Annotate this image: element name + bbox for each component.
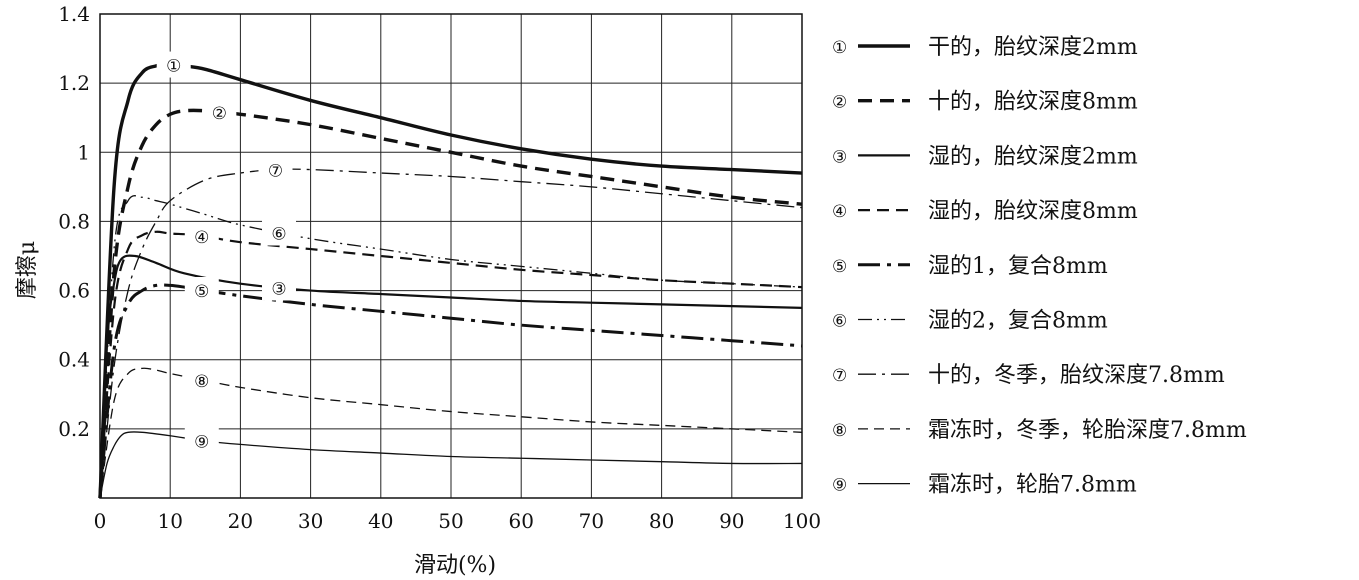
- curve-marker-label: ⑧: [194, 372, 209, 392]
- curve-marker-label: ④: [194, 228, 209, 248]
- legend-entry-label: 十的，冬季，胎纹深度7.8mm: [928, 363, 1225, 388]
- curve-marker-bg: [184, 427, 219, 454]
- curve-marker-bg: [262, 274, 297, 301]
- series-line-4: [98, 230, 803, 499]
- curve-marker-bg: [184, 366, 219, 393]
- y-axis-label: 摩擦μ: [15, 241, 40, 299]
- curve-marker-label: ①: [166, 57, 181, 77]
- x-tick-label: 30: [298, 509, 323, 533]
- y-axis-ticks: 0.2 0.4 0.6 0.8 1 1.2 1.4: [58, 2, 90, 441]
- legend-entry-label: 霜冻时，冬季，轮胎深度7.8mm: [928, 418, 1247, 443]
- y-tick-label: 0.2: [58, 417, 90, 441]
- legend-marker: ⑧: [832, 421, 847, 441]
- x-tick-label: 40: [368, 509, 393, 533]
- curve-marker-label: ⑦: [268, 162, 283, 182]
- legend-marker: ①: [832, 38, 847, 58]
- curve-marker-bg: [202, 99, 237, 126]
- x-tick-label: 10: [157, 509, 182, 533]
- curve-marker-label: ⑤: [194, 282, 209, 302]
- series-line-2: [98, 108, 803, 499]
- curve-marker-bg: [258, 156, 293, 183]
- y-tick-label: 0.6: [58, 279, 90, 303]
- legend-entry-label: 湿的，胎纹深度8mm: [928, 199, 1138, 224]
- y-tick-label: 1.4: [58, 2, 90, 26]
- x-tick-label: 80: [649, 509, 674, 533]
- legend-entry-label: 干的，胎纹深度2mm: [928, 35, 1138, 60]
- legend-marker: ②: [832, 93, 847, 113]
- curve-marker-bg: [184, 276, 219, 303]
- y-tick-label: 1: [77, 140, 90, 164]
- legend-marker: ⑨: [832, 476, 847, 496]
- x-tick-label: 90: [719, 509, 744, 533]
- series-line-9: [99, 431, 803, 499]
- curve-markers: ① ② ③ ④ ⑤ ⑥ ⑦ ⑧ ⑨: [156, 51, 297, 454]
- curve-marker-label: ③: [271, 279, 286, 299]
- legend-marker: ⑦: [832, 366, 847, 386]
- legend-entry-label: 湿的1，复合8mm: [928, 254, 1108, 279]
- plot-frame: [99, 13, 803, 499]
- series-line-6: [99, 195, 803, 499]
- y-tick-label: 0.4: [58, 348, 90, 372]
- x-axis-ticks: 0 10 20 30 40 50 60 70 80 90 100: [94, 509, 821, 533]
- curve-marker-label: ②: [212, 104, 227, 124]
- legend-entry-label: 十的，胎纹深度8mm: [928, 90, 1138, 115]
- series-lines: [98, 62, 803, 499]
- legend-marker: ⑥: [832, 312, 847, 332]
- legend-entry-label: 霜冻时，轮胎7.8mm: [928, 473, 1137, 498]
- curve-marker-bg: [184, 222, 219, 249]
- legend-marker: ③: [832, 147, 847, 167]
- x-tick-label: 100: [783, 509, 821, 533]
- x-axis-label: 滑动(%): [414, 553, 496, 578]
- legend: ① 干的，胎纹深度2mm ② 十的，胎纹深度8mm ③ 湿的，胎纹深度2mm ④ 湿的，胎纹深…: [832, 35, 1247, 498]
- legend-marker: ④: [832, 202, 847, 222]
- y-tick-label: 1.2: [58, 71, 90, 95]
- x-tick-label: 20: [228, 509, 253, 533]
- legend-entry-label: 湿的，胎纹深度2mm: [928, 144, 1138, 169]
- curve-marker-label: ⑨: [194, 432, 209, 452]
- x-tick-label: 0: [94, 509, 107, 533]
- y-tick-label: 0.8: [58, 209, 90, 233]
- x-tick-label: 70: [579, 509, 604, 533]
- curve-marker-label: ⑥: [271, 224, 286, 244]
- grid: [99, 13, 803, 498]
- x-tick-label: 50: [438, 509, 463, 533]
- curve-marker-bg: [262, 219, 297, 246]
- legend-entry-label: 湿的2，复合8mm: [928, 309, 1108, 334]
- x-tick-label: 60: [508, 509, 533, 533]
- series-line-8: [99, 367, 803, 499]
- curve-marker-bg: [156, 51, 191, 78]
- series-line-1: [98, 62, 803, 499]
- series-line-5: [98, 283, 803, 499]
- legend-marker: ⑤: [832, 257, 847, 277]
